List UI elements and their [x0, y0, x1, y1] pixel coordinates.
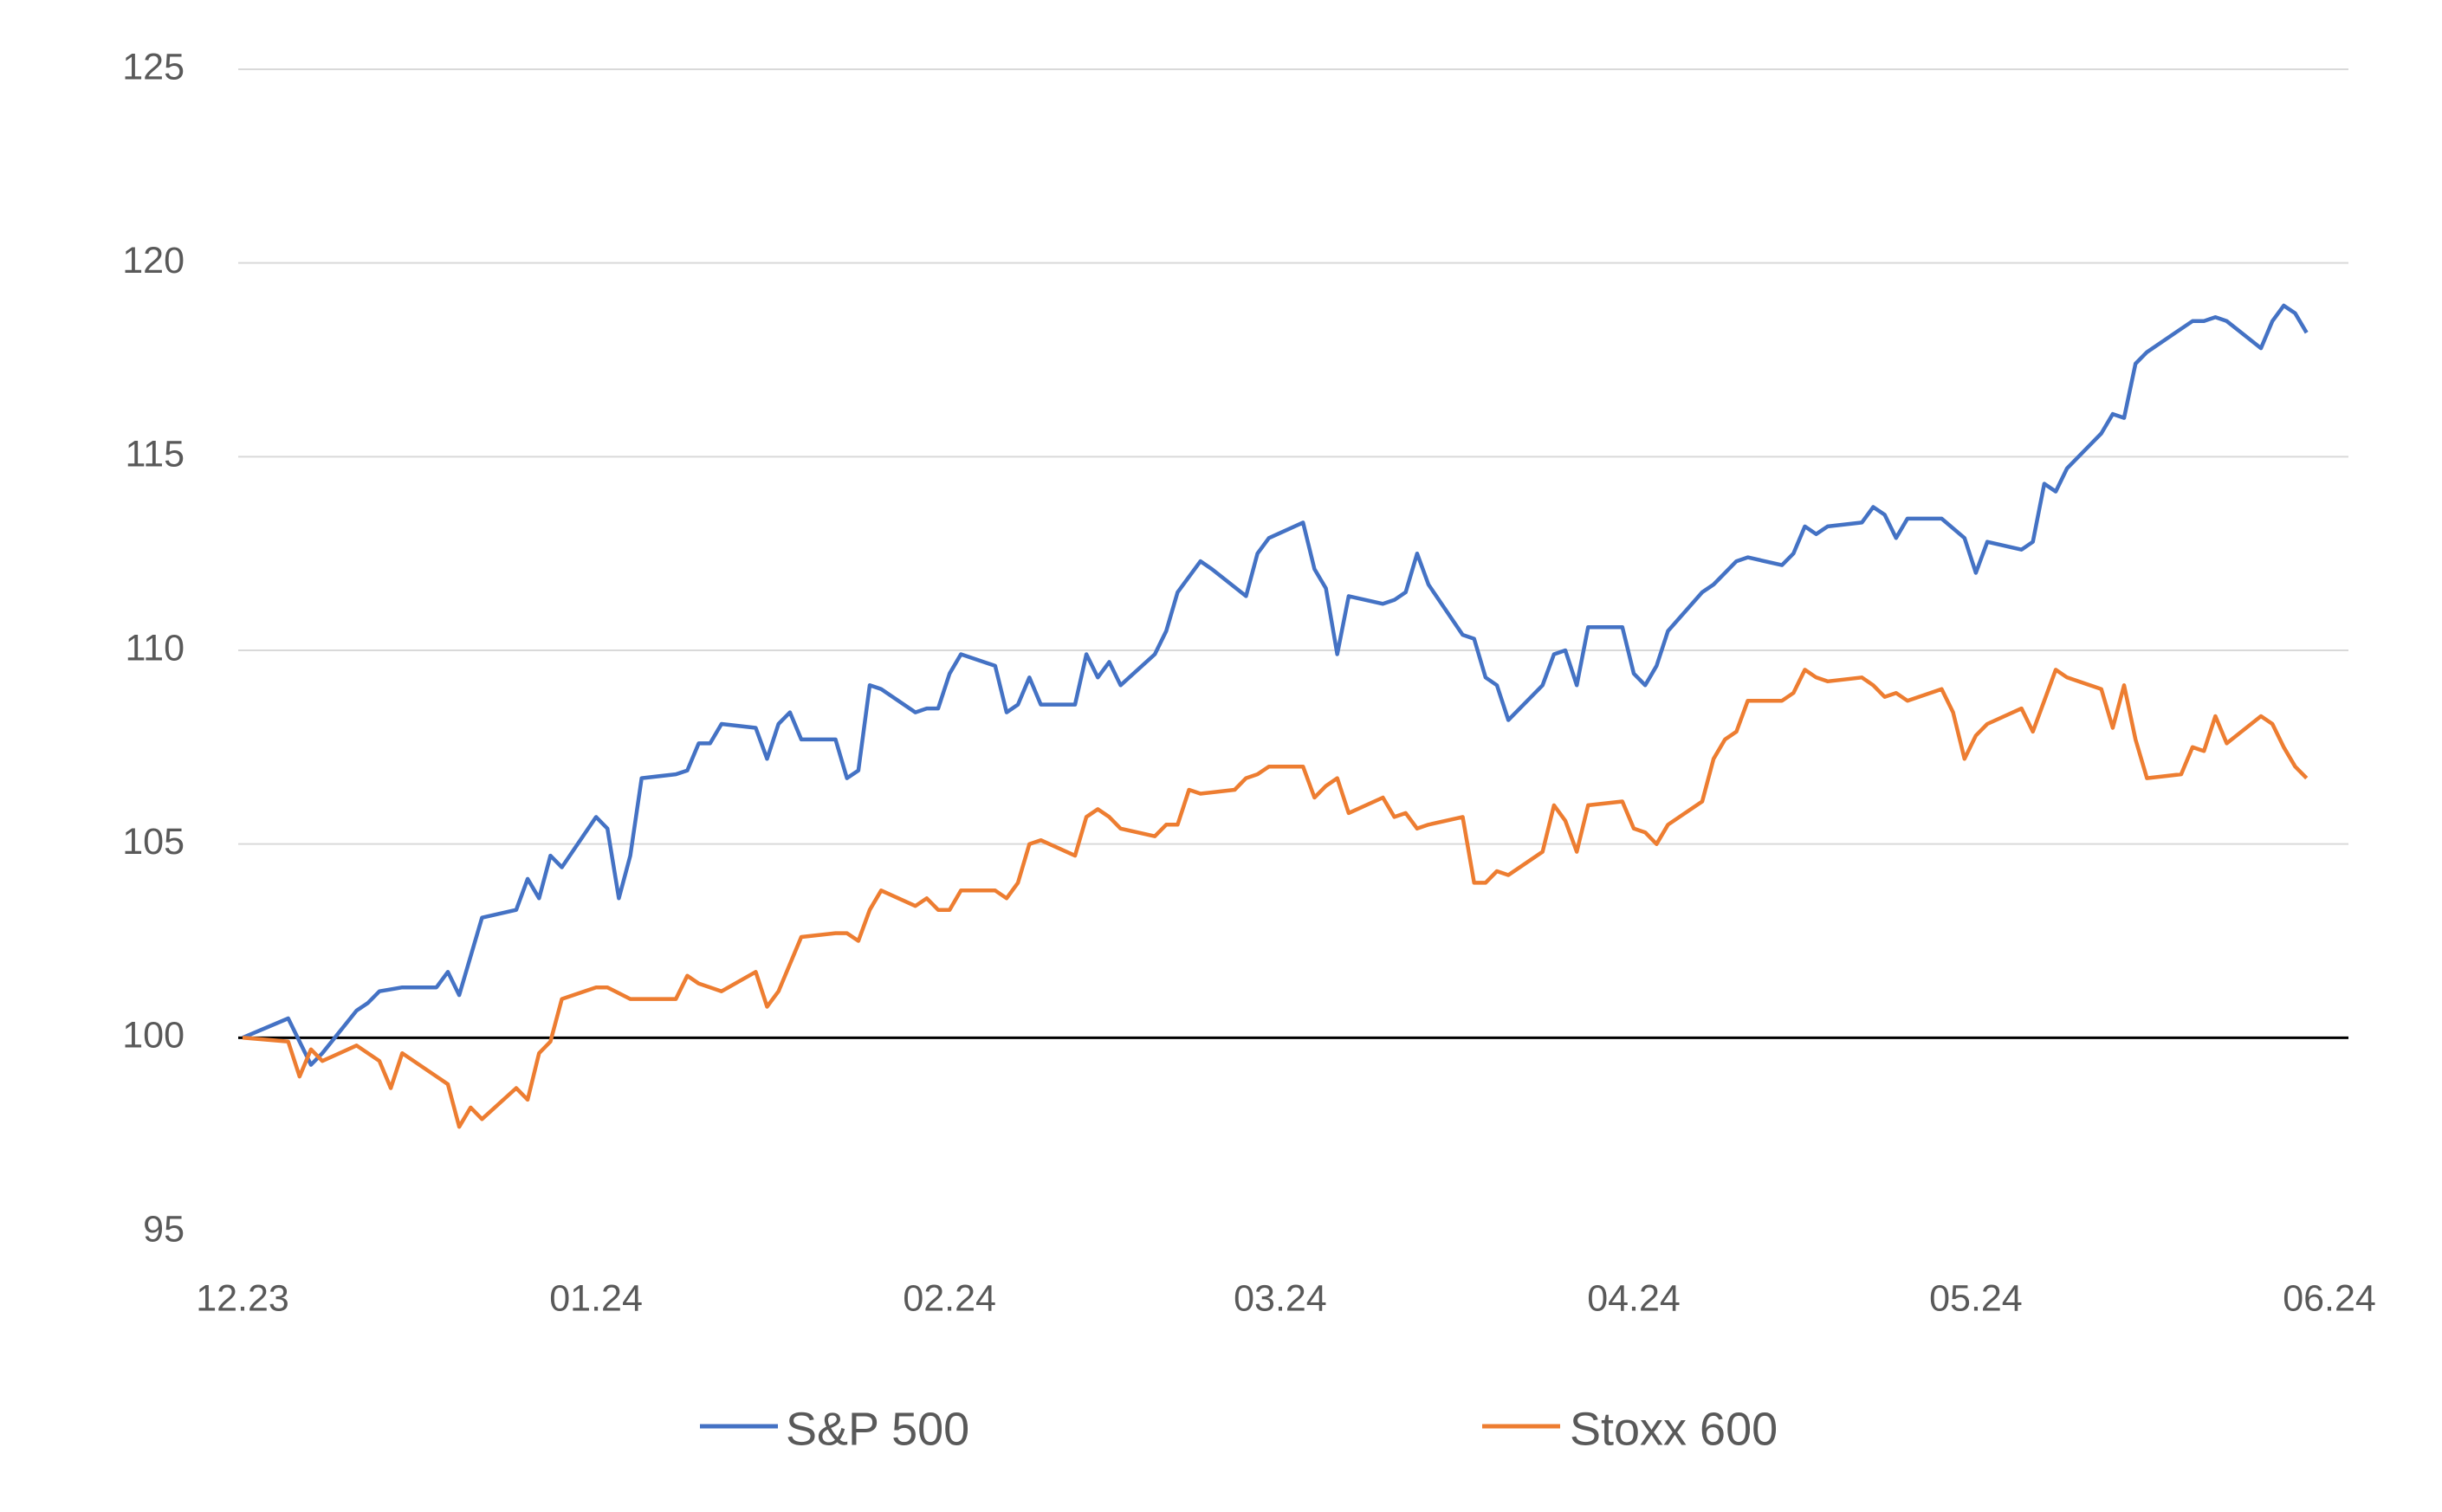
legend: S&P 500 Stoxx 600: [700, 1403, 1778, 1455]
y-tick-label: 105: [122, 821, 185, 863]
y-tick-label: 110: [125, 627, 185, 669]
y-tick-label: 120: [122, 240, 185, 281]
x-tick-label: 03.24: [1234, 1277, 1327, 1319]
x-tick-label: 06.24: [2283, 1277, 2376, 1319]
x-tick-label: 01.24: [549, 1277, 643, 1319]
legend-item-sp500: S&P 500: [700, 1403, 969, 1455]
gridlines: [238, 68, 2348, 845]
legend-label-stoxx600: Stoxx 600: [1570, 1403, 1778, 1455]
y-tick-label: 95: [143, 1208, 185, 1250]
x-axis-tick-labels: 12.23 01.24 02.24 03.24 04.24 05.24 06.24: [196, 1277, 2376, 1319]
y-axis-tick-labels: 95 100 105 110 115 120 125: [122, 46, 185, 1250]
x-tick-label: 04.24: [1587, 1277, 1681, 1319]
y-tick-label: 125: [122, 46, 185, 87]
legend-item-stoxx600: Stoxx 600: [1482, 1403, 1778, 1455]
series-lines: [242, 303, 2309, 1129]
x-tick-label: 12.23: [196, 1277, 289, 1319]
series-line-sp500: [242, 303, 2309, 1067]
legend-label-sp500: S&P 500: [786, 1403, 969, 1455]
y-tick-label: 115: [125, 434, 185, 475]
x-tick-label: 02.24: [903, 1277, 996, 1319]
y-tick-label: 100: [122, 1015, 185, 1056]
series-line-stoxx600: [242, 668, 2309, 1129]
x-tick-label: 05.24: [1929, 1277, 2023, 1319]
